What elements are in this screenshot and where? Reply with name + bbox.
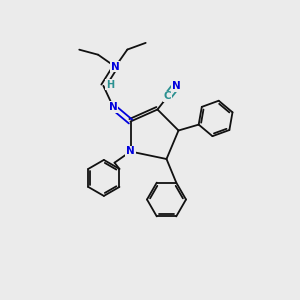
Text: H: H [106, 80, 114, 90]
Text: N: N [172, 81, 180, 91]
Text: N: N [111, 62, 120, 72]
Text: N: N [109, 102, 118, 112]
Text: N: N [126, 146, 135, 157]
Text: C: C [164, 92, 172, 101]
